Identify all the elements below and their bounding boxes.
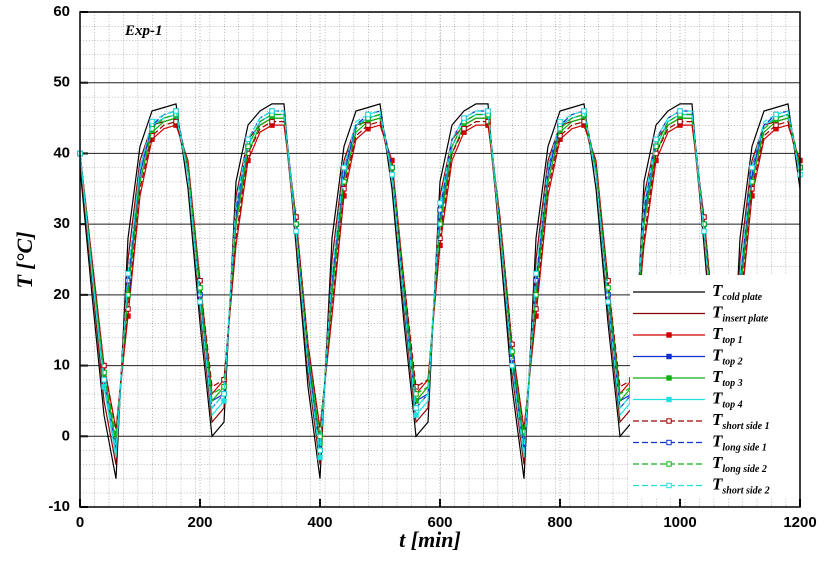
- y-tick-label: 60: [53, 3, 70, 20]
- x-tick-label: 600: [427, 514, 452, 531]
- x-tick-label: 1200: [783, 514, 816, 531]
- data-marker: [317, 454, 323, 461]
- y-tick-label: 30: [53, 215, 70, 232]
- legend-label: Tshort side 2: [712, 475, 770, 497]
- data-marker: [437, 221, 443, 227]
- data-marker: [221, 391, 227, 397]
- legend-label: Ttop 4: [712, 389, 743, 411]
- x-tick-label: 800: [547, 514, 572, 531]
- y-tick-label: 40: [53, 144, 70, 161]
- data-marker: [221, 377, 227, 383]
- data-marker: [413, 405, 419, 411]
- data-marker: [125, 292, 131, 298]
- legend-marker: [666, 482, 672, 489]
- y-tick-label: 10: [53, 357, 70, 374]
- data-marker: [437, 200, 443, 206]
- legend-marker: [666, 353, 672, 360]
- data-marker: [365, 111, 371, 118]
- data-marker: [389, 171, 395, 178]
- legend-label: Tlong side 2: [712, 453, 767, 475]
- data-marker: [317, 433, 323, 439]
- data-marker: [389, 164, 395, 171]
- y-tick-label: -10: [48, 498, 70, 515]
- data-marker: [101, 377, 107, 383]
- x-tick-label: 0: [76, 514, 84, 531]
- legend-label: Ttop 1: [712, 324, 743, 346]
- data-marker: [317, 447, 323, 454]
- x-tick-label: 1000: [663, 514, 696, 531]
- data-marker: [677, 108, 683, 114]
- legend-label: Tshort side 1: [712, 410, 770, 432]
- legend-label: Tcold plate: [712, 281, 763, 303]
- data-marker: [341, 164, 347, 171]
- legend-marker: [666, 418, 672, 424]
- data-marker: [101, 369, 107, 376]
- data-marker: [773, 111, 779, 118]
- data-marker: [269, 118, 275, 125]
- data-marker: [197, 299, 203, 305]
- legend-marker: [666, 332, 672, 338]
- data-marker: [245, 143, 251, 150]
- x-tick-label: 200: [187, 514, 212, 531]
- data-marker: [749, 164, 755, 171]
- data-marker: [269, 108, 275, 114]
- legend-box: [630, 275, 802, 497]
- data-marker: [773, 122, 779, 128]
- legend-marker: [666, 461, 672, 467]
- data-marker: [245, 136, 251, 142]
- data-marker: [461, 115, 467, 121]
- data-marker: [557, 118, 563, 125]
- data-marker: [605, 292, 611, 298]
- y-axis-label: T [°C]: [12, 231, 37, 288]
- data-marker: [509, 362, 515, 369]
- data-marker: [365, 122, 371, 128]
- data-marker: [293, 228, 299, 234]
- x-tick-label: 400: [307, 514, 332, 531]
- data-marker: [413, 412, 419, 418]
- legend-label: Tinsert plate: [712, 303, 769, 325]
- data-marker: [701, 228, 707, 234]
- x-axis-label: t [min]: [399, 527, 461, 552]
- data-marker: [533, 292, 539, 298]
- legend-label: Tlong side 1: [712, 432, 767, 454]
- legend-marker: [666, 396, 672, 403]
- data-marker: [653, 143, 659, 150]
- data-marker: [581, 108, 587, 114]
- data-marker: [197, 292, 203, 298]
- data-marker: [533, 270, 539, 277]
- legend-marker: [666, 439, 672, 446]
- legend-marker: [666, 375, 672, 381]
- y-tick-label: 0: [62, 427, 70, 444]
- data-marker: [605, 285, 611, 291]
- y-tick-label: 50: [53, 74, 70, 91]
- series-line: [79, 103, 801, 479]
- data-marker: [509, 348, 515, 355]
- data-marker: [173, 108, 179, 114]
- data-marker: [197, 285, 203, 291]
- data-marker: [461, 125, 467, 132]
- data-marker: [413, 391, 419, 397]
- data-marker: [149, 118, 155, 125]
- data-marker: [485, 118, 491, 125]
- legend-label: Ttop 3: [712, 367, 743, 389]
- data-marker: [413, 384, 419, 390]
- y-tick-label: 20: [53, 286, 70, 303]
- data-marker: [125, 270, 131, 277]
- data-marker: [677, 118, 683, 125]
- data-marker: [221, 398, 227, 404]
- data-marker: [557, 133, 563, 139]
- data-marker: [605, 299, 611, 305]
- data-marker: [653, 136, 659, 142]
- data-marker: [101, 362, 107, 369]
- legend-label: Ttop 2: [712, 346, 743, 368]
- plot-frame: [79, 11, 801, 508]
- annotation: Exp-1: [124, 23, 163, 39]
- data-marker: [485, 108, 491, 114]
